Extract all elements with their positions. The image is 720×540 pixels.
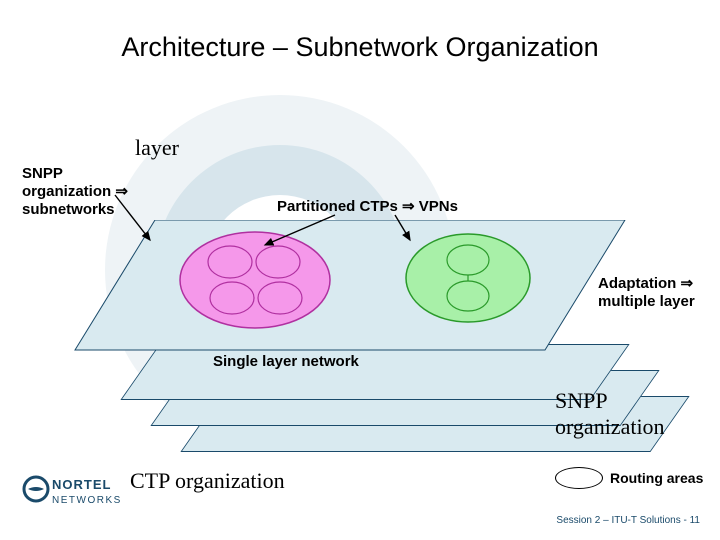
label-partitioned-ctps: Partitioned CTPs ⇒ VPNs bbox=[277, 198, 458, 216]
label-snpp-subnetworks: SNPP organization ⇒ subnetworks bbox=[22, 165, 128, 219]
label-ctp-organization: CTP organization bbox=[130, 468, 285, 494]
label-snpp-organization: SNPP organization bbox=[555, 388, 665, 441]
nortel-logo: NORTEL NETWORKS bbox=[22, 475, 132, 516]
label-single-layer: Single layer network bbox=[213, 353, 359, 371]
logo-text-top: NORTEL bbox=[52, 477, 111, 492]
page-title: Architecture – Subnetwork Organization bbox=[0, 32, 720, 63]
top-layer-diagram bbox=[70, 220, 630, 350]
legend-ellipse-icon bbox=[555, 467, 603, 489]
logo-text-bottom: NETWORKS bbox=[52, 495, 122, 506]
label-layer: layer bbox=[135, 135, 179, 161]
footer-text: Session 2 – ITU-T Solutions - 11 bbox=[556, 515, 700, 526]
label-routing-areas: Routing areas bbox=[610, 470, 703, 487]
